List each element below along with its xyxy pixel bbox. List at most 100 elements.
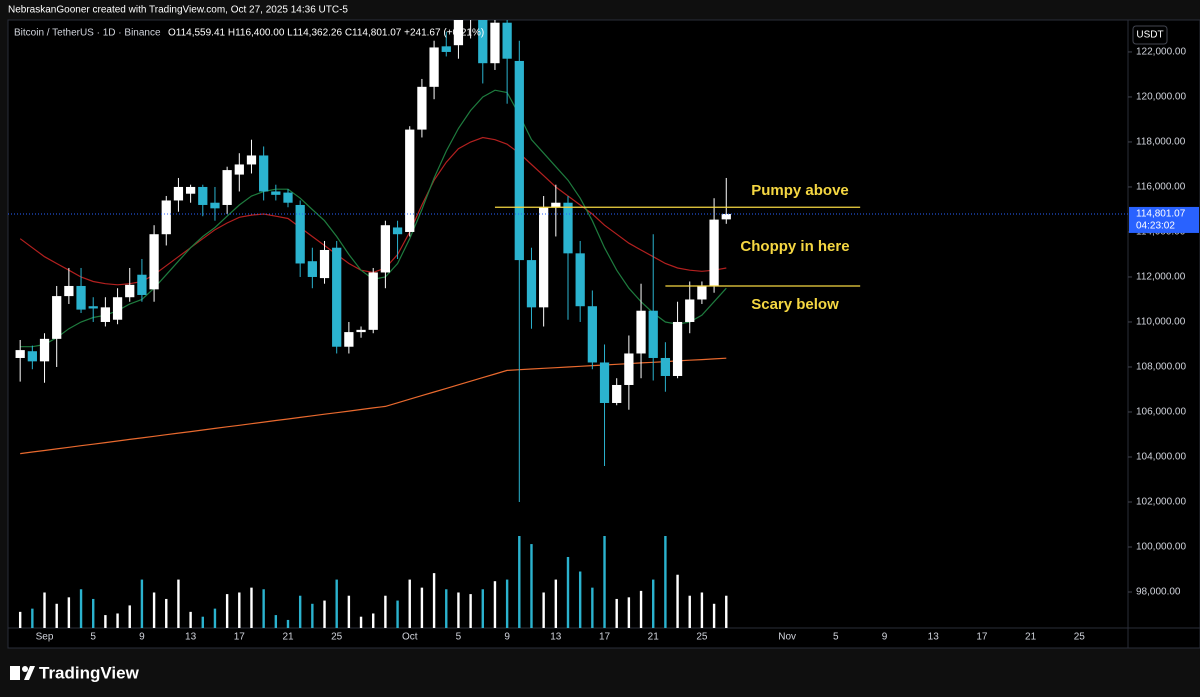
candle-body <box>39 338 50 362</box>
y-tick-label: 102,000.00 <box>1136 497 1186 508</box>
y-tick-label: 108,000.00 <box>1136 362 1186 373</box>
candle-body <box>271 191 281 195</box>
annotation: Scary below <box>751 296 839 313</box>
candle-body <box>332 247 342 347</box>
candle-body <box>441 46 451 52</box>
volume-bar <box>67 597 71 628</box>
candle-body <box>210 202 220 209</box>
annotation: Choppy in here <box>740 238 849 255</box>
candle-body <box>563 202 573 254</box>
x-tick-label: 9 <box>882 632 888 643</box>
candle-body <box>660 357 671 376</box>
volume-bar <box>664 536 667 628</box>
x-tick-label: 25 <box>1074 632 1086 643</box>
y-tick-label: 106,000.00 <box>1136 407 1186 418</box>
volume-bar <box>530 544 533 628</box>
candle-body <box>368 272 378 330</box>
last-price-tag <box>1129 206 1199 233</box>
x-tick-label: 17 <box>234 632 246 643</box>
volume-bar <box>335 579 338 628</box>
candle-body <box>222 170 232 205</box>
candle-body <box>234 164 244 175</box>
volume-bar <box>286 619 290 628</box>
volume-bar <box>79 589 83 628</box>
brand-logo[interactable]: TradingView <box>10 663 140 682</box>
candle-body <box>259 155 269 192</box>
volume-bar <box>676 574 679 628</box>
volume-bar <box>652 579 655 628</box>
logo-bar <box>10 666 20 680</box>
candle-body <box>624 353 634 385</box>
candle-body <box>380 225 391 273</box>
volume-bar <box>712 603 716 628</box>
volume-bar <box>505 579 509 628</box>
logo-slash <box>24 666 35 680</box>
volume-bar <box>262 589 265 628</box>
candle-body <box>319 249 330 279</box>
volume-bar <box>31 608 34 628</box>
y-tick-label: 122,000.00 <box>1136 47 1186 58</box>
candle-body <box>636 310 646 354</box>
candle-body <box>15 350 25 358</box>
candle-body <box>721 213 731 220</box>
volume-bar <box>432 573 436 628</box>
candle-body <box>478 20 488 64</box>
volume-bar <box>165 598 168 628</box>
volume-bar <box>591 587 594 628</box>
currency-box[interactable] <box>1132 25 1168 45</box>
candle-body <box>575 253 585 307</box>
volume-bar <box>518 536 521 628</box>
x-tick-label: 13 <box>550 632 562 643</box>
volume-bar <box>104 615 107 628</box>
volume-bar <box>554 579 558 628</box>
candle-body <box>198 186 208 205</box>
volume-bar <box>627 597 631 628</box>
candle-body <box>295 204 305 264</box>
volume-bar <box>396 600 399 628</box>
y-tick-label: 100,000.00 <box>1136 542 1186 553</box>
volume-bar <box>725 595 728 628</box>
volume-bar <box>688 595 691 628</box>
x-tick-label: 25 <box>696 632 708 643</box>
volume-bar <box>43 592 46 628</box>
candle-body <box>709 219 719 286</box>
volume-bar <box>298 595 302 628</box>
volume-bar <box>92 598 95 628</box>
candle-body <box>612 384 622 403</box>
volume-bar <box>152 592 156 628</box>
volume-bar <box>238 592 241 628</box>
x-tick-label: 13 <box>928 632 940 643</box>
candle-body <box>672 321 683 376</box>
x-tick-label: Nov <box>778 632 796 643</box>
candle-body <box>52 296 62 339</box>
volume-bar <box>250 587 253 628</box>
x-tick-label: 5 <box>456 632 462 643</box>
ohlc-readout: O114,559.41 H116,400.00 L114,362.26 C114… <box>168 28 484 39</box>
candle-body <box>648 310 658 358</box>
brand[interactable]: TradingView <box>39 663 140 682</box>
candle-body <box>490 22 500 64</box>
plot <box>8 20 1128 628</box>
x-tick-label: 5 <box>90 632 96 643</box>
candle-body <box>429 47 439 87</box>
volume-bar <box>225 594 229 628</box>
currency[interactable]: USDT <box>1136 30 1163 41</box>
volume-bar <box>408 579 411 628</box>
candle-body <box>137 274 147 295</box>
volume-bar <box>372 613 375 628</box>
candle-body <box>76 285 86 310</box>
volume-bar <box>384 595 387 628</box>
volume-bar <box>469 594 472 628</box>
volume-bar <box>493 581 497 628</box>
candle-body <box>551 202 561 208</box>
volume-bar <box>274 615 278 628</box>
volume-bar <box>311 603 314 628</box>
volume-bar <box>116 613 119 628</box>
candle-body <box>526 260 537 308</box>
volume-bar <box>189 611 192 628</box>
y-tick-label: 110,000.00 <box>1136 317 1186 328</box>
volume-bar <box>639 590 643 628</box>
candle-body <box>392 227 403 235</box>
candle-body <box>539 207 549 308</box>
